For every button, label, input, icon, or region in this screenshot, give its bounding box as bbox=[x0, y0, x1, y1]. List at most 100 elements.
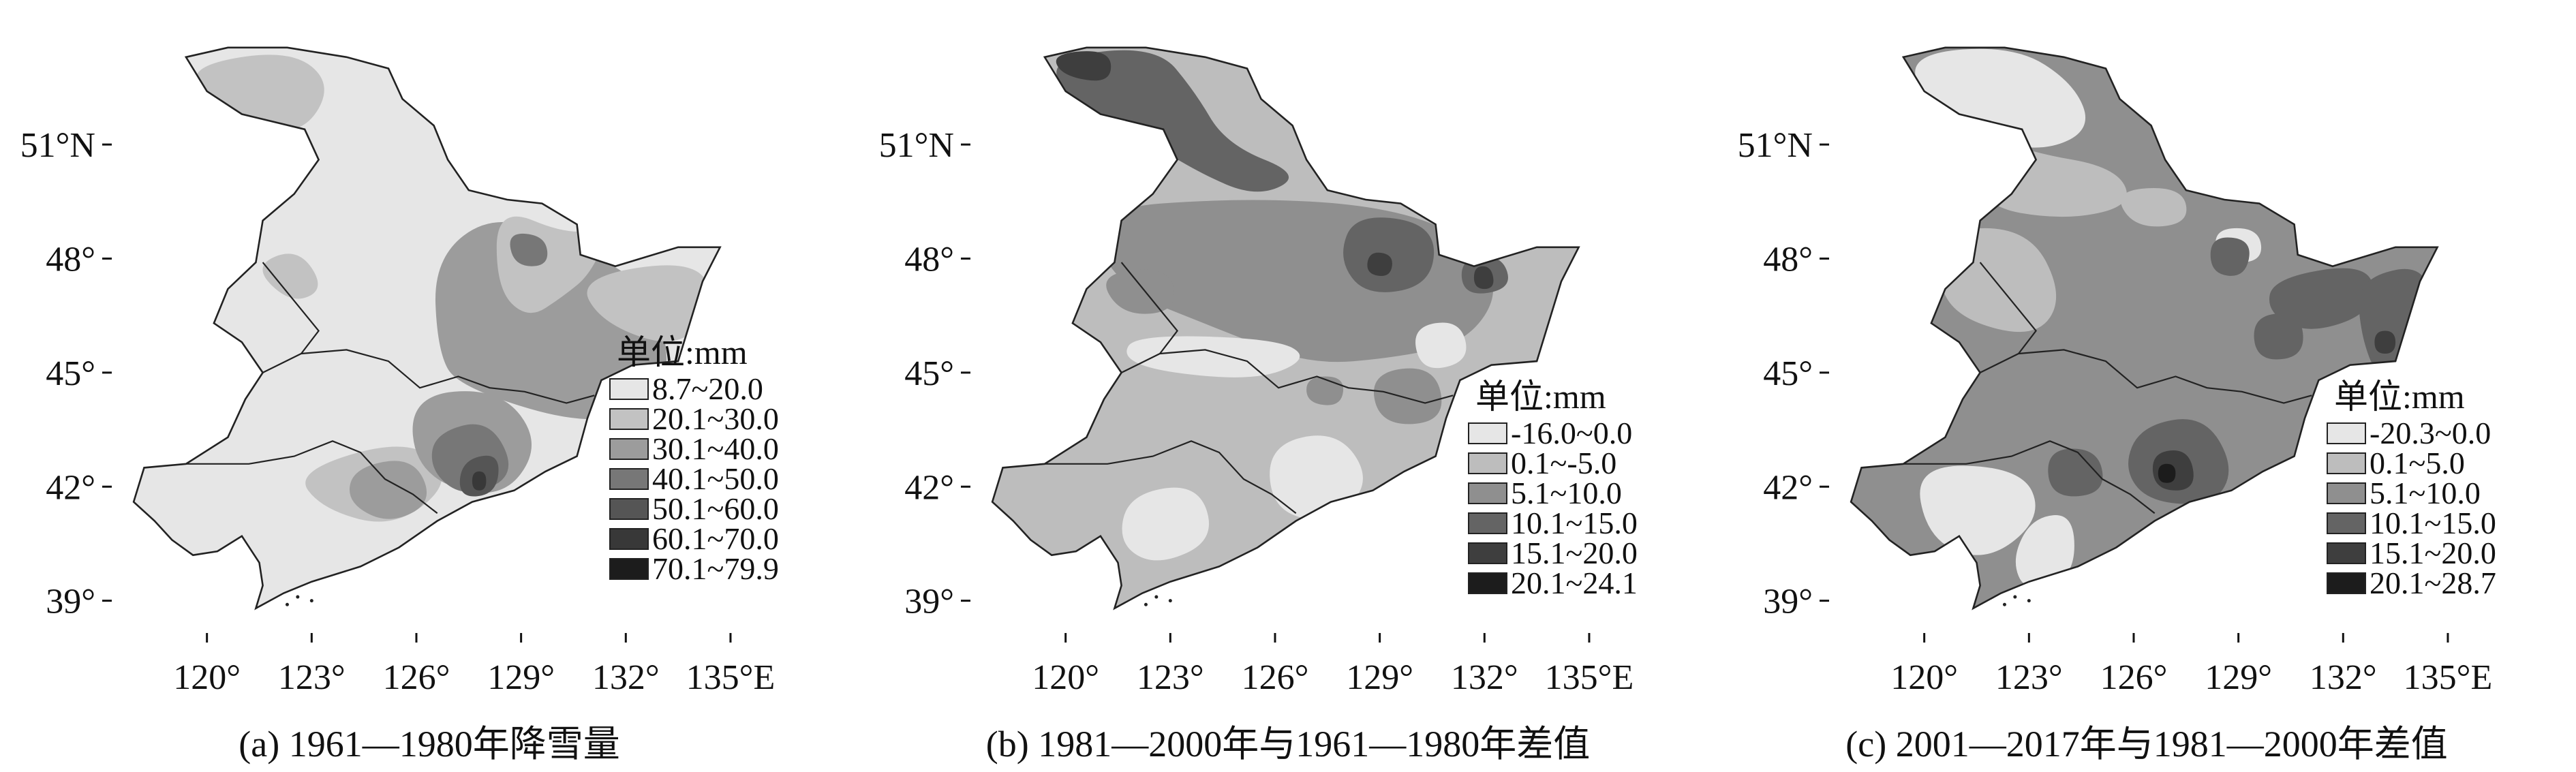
contour-zone bbox=[1122, 487, 1210, 561]
contour-zone bbox=[472, 471, 487, 491]
lon-tick-label: 129° bbox=[487, 658, 555, 697]
legend-label: 40.1~50.0 bbox=[652, 461, 779, 496]
region-outline bbox=[991, 46, 1580, 611]
lat-tick-label: 42° bbox=[904, 468, 954, 507]
legend-label: 5.1~10.0 bbox=[1511, 476, 1622, 510]
lat-tick-label: 39° bbox=[904, 583, 954, 621]
island-dot bbox=[2013, 595, 2017, 599]
legend-swatch bbox=[609, 408, 649, 430]
contour-zone bbox=[196, 55, 324, 132]
contour-zone bbox=[1270, 435, 1363, 519]
legend-swatch bbox=[1468, 572, 1507, 594]
contour-zone bbox=[587, 265, 710, 342]
province-boundary bbox=[262, 262, 320, 354]
legend-swatch bbox=[2327, 482, 2366, 504]
contour-zone bbox=[2158, 463, 2176, 483]
legend-swatch bbox=[2327, 422, 2366, 444]
legend-label: 8.7~20.0 bbox=[652, 371, 763, 406]
legend-swatch bbox=[1468, 452, 1507, 474]
contour-zone bbox=[2121, 188, 2187, 227]
lon-tick-label: 120° bbox=[1890, 658, 1958, 697]
panel-caption: (a) 1961—1980年降雪量 bbox=[239, 724, 620, 765]
lon-tick-label: 135°E bbox=[2404, 658, 2493, 697]
legend: 单位:mm-20.3~0.00.1~5.05.1~10.010.1~15.015… bbox=[2327, 377, 2496, 600]
legend-label: 15.1~20.0 bbox=[1511, 536, 1638, 570]
legend-title: 单位:mm bbox=[1475, 377, 1606, 416]
map-panel-b: 120° 123° 126° 129° 132° 135°E 51°N 48° 45° 42° 39… bbox=[859, 0, 1717, 772]
contour-zone bbox=[2254, 313, 2303, 360]
legend-label: 60.1~70.0 bbox=[652, 521, 779, 556]
contour-zone bbox=[1367, 252, 1392, 277]
legend-label: 5.1~10.0 bbox=[2370, 476, 2481, 510]
island-dot bbox=[1154, 595, 1159, 599]
contour-zone bbox=[1373, 368, 1442, 424]
contour-zone bbox=[1126, 336, 1300, 377]
lat-tick-label: 39° bbox=[46, 583, 95, 621]
legend-label: -16.0~0.0 bbox=[1511, 416, 1632, 450]
province-boundary bbox=[185, 440, 438, 514]
province-boundary bbox=[1120, 262, 1179, 354]
contour-zone bbox=[1920, 465, 2036, 555]
lat-tick-label: 45° bbox=[904, 354, 954, 393]
legend-swatch bbox=[2327, 452, 2366, 474]
legend-label: 0.1~-5.0 bbox=[1511, 446, 1616, 480]
map-canvas-c: 120° 123° 126° 129° 132° 135°E 51°N 48° 45° 42° 39… bbox=[1738, 46, 2496, 697]
lon-tick-label: 120° bbox=[1032, 658, 1099, 697]
legend-swatch bbox=[1468, 422, 1507, 444]
map-canvas-b: 120° 123° 126° 129° 132° 135°E 51°N 48° 45° 42° 39… bbox=[879, 46, 1638, 697]
province-boundary bbox=[1903, 440, 2156, 514]
region-outline bbox=[132, 46, 722, 611]
legend-title: 单位:mm bbox=[617, 333, 748, 371]
lon-tick-label: 126° bbox=[1242, 658, 1309, 697]
lon-tick-label: 123° bbox=[1995, 658, 2063, 697]
lat-tick-label: 51°N bbox=[20, 126, 95, 165]
legend-label: 50.1~60.0 bbox=[652, 491, 779, 526]
lon-tick-label: 120° bbox=[173, 658, 241, 697]
contour-zone bbox=[1056, 51, 1111, 81]
lon-tick-label: 132° bbox=[2310, 658, 2377, 697]
legend-label: 0.1~5.0 bbox=[2370, 446, 2465, 480]
lat-tick-label: 42° bbox=[46, 468, 95, 507]
lat-tick-label: 48° bbox=[46, 240, 95, 279]
legend-swatch bbox=[609, 528, 649, 550]
contour-zone bbox=[2210, 237, 2250, 276]
contour-zone bbox=[1343, 217, 1435, 292]
contour-zone bbox=[2048, 448, 2103, 497]
map-panel-c: 120° 123° 126° 129° 132° 135°E 51°N 48° 45° 42° 39… bbox=[1717, 0, 2576, 772]
legend-swatch bbox=[609, 498, 649, 520]
contour-zone bbox=[349, 461, 427, 519]
lon-tick-label: 135°E bbox=[686, 658, 776, 697]
contour-zone bbox=[1306, 376, 1344, 405]
island-dot bbox=[2002, 602, 2006, 606]
legend-label: 70.1~79.9 bbox=[652, 551, 779, 586]
contour-zone bbox=[2269, 268, 2373, 329]
legend-swatch bbox=[609, 378, 649, 400]
contour-zone bbox=[262, 253, 318, 299]
legend-swatch bbox=[609, 558, 649, 580]
island-dot bbox=[1168, 599, 1172, 603]
lat-tick-label: 51°N bbox=[1738, 126, 1813, 165]
legend-swatch bbox=[2327, 572, 2366, 594]
lat-tick-label: 48° bbox=[1763, 240, 1813, 279]
legend-label: 20.1~28.7 bbox=[2370, 566, 2496, 600]
island-dot bbox=[285, 602, 289, 606]
contour-zone bbox=[2015, 514, 2074, 588]
contour-zone bbox=[1473, 266, 1494, 290]
lat-tick-label: 48° bbox=[904, 240, 954, 279]
lon-tick-label: 123° bbox=[278, 658, 346, 697]
island-dot bbox=[296, 595, 300, 599]
lon-tick-label: 129° bbox=[2205, 658, 2272, 697]
legend-label: -20.3~0.0 bbox=[2370, 416, 2491, 450]
lon-tick-label: 123° bbox=[1137, 658, 1204, 697]
lat-tick-label: 45° bbox=[1763, 354, 1813, 393]
legend-label: 20.1~24.1 bbox=[1511, 566, 1638, 600]
province-boundary bbox=[1121, 349, 1454, 404]
region-fill bbox=[134, 47, 720, 608]
legend-swatch bbox=[1468, 482, 1507, 504]
contour-zone bbox=[1056, 50, 1289, 192]
province-boundary bbox=[262, 349, 595, 404]
contour-zone bbox=[510, 233, 548, 266]
region-fill bbox=[1851, 47, 2438, 608]
contour-zone bbox=[1106, 269, 1174, 314]
lon-tick-label: 129° bbox=[1346, 658, 1413, 697]
